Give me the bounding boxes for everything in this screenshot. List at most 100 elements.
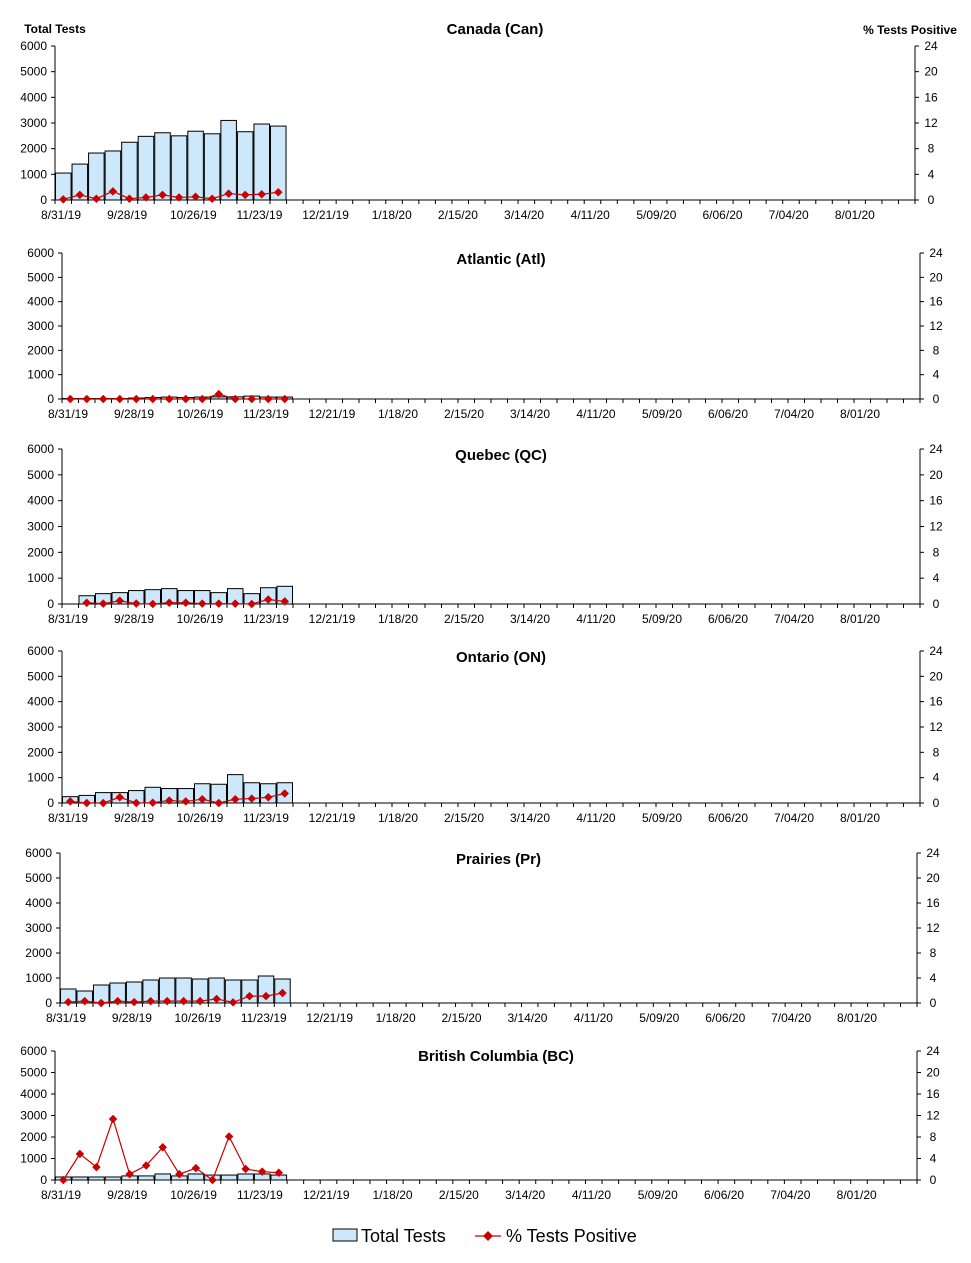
y-tick-label: 3000 bbox=[27, 319, 54, 333]
x-tick-label: 3/14/20 bbox=[505, 1188, 545, 1202]
x-tick-label: 2/15/20 bbox=[439, 1188, 479, 1202]
x-tick-label: 12/21/19 bbox=[302, 208, 349, 222]
x-tick-label: 2/15/20 bbox=[444, 407, 484, 421]
x-tick-label: 5/09/20 bbox=[638, 1188, 678, 1202]
x-tick-label: 6/06/20 bbox=[705, 1011, 745, 1025]
x-tick-label: 9/28/19 bbox=[114, 407, 154, 421]
x-tick-label: 12/21/19 bbox=[309, 407, 356, 421]
x-tick-label: 2/15/20 bbox=[442, 1011, 482, 1025]
y-tick-label: 6000 bbox=[25, 846, 52, 860]
percent-positive-point bbox=[192, 1164, 200, 1172]
x-tick-label: 5/09/20 bbox=[642, 612, 682, 626]
y-tick-label: 2000 bbox=[25, 946, 52, 960]
x-tick-label: 1/18/20 bbox=[378, 407, 418, 421]
percent-positive-point bbox=[241, 1165, 249, 1173]
chart-panel: British Columbia (BC)0100020003000400050… bbox=[20, 1044, 940, 1202]
x-tick-label: 5/09/20 bbox=[642, 407, 682, 421]
y-tick-label: 0 bbox=[40, 1173, 47, 1187]
x-tick-label: 7/04/20 bbox=[770, 1188, 810, 1202]
chart-panel: Ontario (ON)0100020003000400050006000048… bbox=[27, 644, 943, 825]
chart-panel: Quebec (QC)01000200030004000500060000481… bbox=[27, 442, 943, 626]
x-tick-label: 7/04/20 bbox=[771, 1011, 811, 1025]
percent-positive-point bbox=[165, 395, 173, 403]
y-tick-label: 4000 bbox=[27, 695, 54, 709]
x-tick-label: 6/06/20 bbox=[703, 208, 743, 222]
x-tick-label: 3/14/20 bbox=[507, 1011, 547, 1025]
x-tick-label: 7/04/20 bbox=[774, 407, 814, 421]
y2-tick-label: 24 bbox=[926, 846, 940, 860]
y2-tick-label: 4 bbox=[930, 971, 937, 985]
x-tick-label: 4/11/20 bbox=[574, 1011, 613, 1025]
chart-title: Atlantic (Atl) bbox=[456, 251, 545, 268]
bar bbox=[138, 1176, 154, 1180]
y-tick-label: 5000 bbox=[27, 468, 54, 482]
y2-tick-label: 24 bbox=[924, 39, 938, 53]
x-tick-label: 1/18/20 bbox=[372, 208, 412, 222]
y2-tick-label: 16 bbox=[929, 494, 943, 508]
y2-tick-label: 12 bbox=[929, 319, 943, 333]
x-tick-label: 10/26/19 bbox=[177, 407, 224, 421]
percent-positive-point bbox=[109, 1115, 117, 1123]
legend: Total Tests % Tests Positive bbox=[333, 1226, 637, 1246]
y-tick-label: 2000 bbox=[20, 142, 47, 156]
x-tick-label: 2/15/20 bbox=[444, 612, 484, 626]
percent-positive-point bbox=[66, 395, 74, 403]
percent-positive-point bbox=[99, 395, 107, 403]
x-tick-label: 12/21/19 bbox=[306, 1011, 353, 1025]
y2-tick-label: 12 bbox=[924, 116, 938, 130]
percent-positive-point bbox=[83, 395, 91, 403]
x-tick-label: 11/23/19 bbox=[241, 1011, 287, 1025]
bar bbox=[221, 1175, 237, 1180]
x-tick-label: 8/01/20 bbox=[840, 407, 880, 421]
bar bbox=[237, 132, 253, 200]
bar bbox=[188, 1174, 204, 1180]
percent-positive-point bbox=[116, 395, 124, 403]
bar bbox=[155, 1174, 171, 1180]
x-tick-label: 3/14/20 bbox=[510, 407, 550, 421]
y-tick-label: 1000 bbox=[27, 368, 54, 382]
x-tick-label: 8/31/19 bbox=[48, 407, 88, 421]
chart-title: Quebec (QC) bbox=[455, 447, 547, 464]
x-tick-label: 5/09/20 bbox=[639, 1011, 679, 1025]
y-tick-label: 2000 bbox=[27, 545, 54, 559]
y-tick-label: 5000 bbox=[20, 1066, 47, 1080]
bar bbox=[155, 133, 171, 200]
x-tick-label: 1/18/20 bbox=[378, 811, 418, 825]
percent-positive-point bbox=[149, 395, 157, 403]
y-tick-label: 1000 bbox=[27, 771, 54, 785]
legend-bar-swatch bbox=[333, 1229, 357, 1241]
chart-title: Prairies (Pr) bbox=[456, 851, 541, 868]
percent-positive-point bbox=[225, 1132, 233, 1140]
bar bbox=[221, 120, 237, 200]
bar bbox=[171, 136, 187, 200]
x-tick-label: 8/01/20 bbox=[837, 1011, 877, 1025]
y-tick-label: 3000 bbox=[27, 520, 54, 534]
y2-tick-label: 8 bbox=[928, 142, 935, 156]
y-tick-label: 5000 bbox=[27, 270, 54, 284]
chart-title: Canada (Can) bbox=[447, 21, 544, 38]
x-tick-label: 6/06/20 bbox=[708, 612, 748, 626]
y2-tick-label: 20 bbox=[929, 468, 943, 482]
y-tick-label: 0 bbox=[45, 996, 52, 1010]
y2-tick-label: 4 bbox=[928, 167, 935, 181]
percent-positive-point bbox=[231, 395, 239, 403]
y-tick-label: 6000 bbox=[27, 246, 54, 260]
y2-tick-label: 16 bbox=[926, 896, 940, 910]
bar bbox=[204, 134, 220, 200]
x-tick-label: 9/28/19 bbox=[114, 612, 154, 626]
y-tick-label: 5000 bbox=[27, 669, 54, 683]
percent-positive-point bbox=[132, 395, 140, 403]
x-tick-label: 6/06/20 bbox=[704, 1188, 744, 1202]
y2-tick-label: 12 bbox=[929, 520, 943, 534]
bar bbox=[254, 124, 270, 200]
x-tick-label: 5/09/20 bbox=[642, 811, 682, 825]
x-tick-label: 8/31/19 bbox=[41, 1188, 81, 1202]
y-tick-label: 3000 bbox=[20, 1109, 47, 1123]
y2-tick-label: 20 bbox=[929, 270, 943, 284]
x-tick-label: 10/26/19 bbox=[177, 811, 224, 825]
y2-tick-label: 0 bbox=[933, 597, 940, 611]
x-tick-label: 1/18/20 bbox=[378, 612, 418, 626]
y2-axis-label: % Tests Positive bbox=[863, 23, 957, 37]
y2-tick-label: 20 bbox=[929, 669, 943, 683]
y2-tick-label: 8 bbox=[933, 343, 940, 357]
